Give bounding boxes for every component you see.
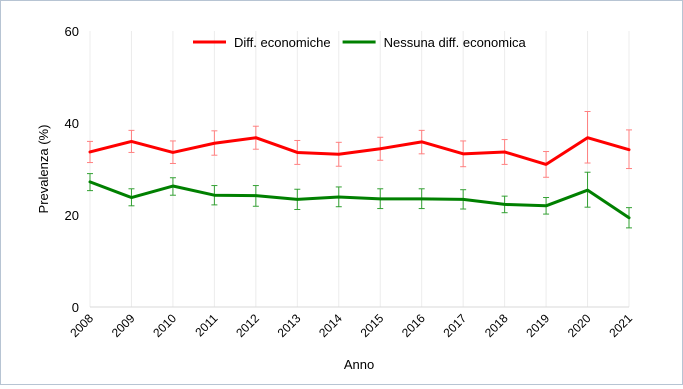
y-tick-label: 0	[72, 300, 79, 315]
y-tick-label: 20	[65, 208, 79, 223]
legend: Diff. economiche Nessuna diff. economica	[193, 35, 526, 50]
y-axis-label: Prevalenza (%)	[36, 125, 51, 214]
x-tick-label: 2011	[192, 311, 220, 339]
y-axis-ticks: 0 20 40 60	[65, 24, 79, 315]
x-tick-label: 2019	[523, 311, 552, 340]
series-line	[88, 180, 631, 220]
x-tick-label: 2008	[67, 311, 96, 340]
x-tick-label: 2017	[440, 311, 469, 340]
x-tick-label: 2016	[399, 311, 428, 340]
x-tick-label: 2018	[482, 311, 511, 340]
y-tick-label: 40	[65, 116, 79, 131]
series-line	[88, 136, 631, 166]
x-tick-label: 2020	[565, 311, 594, 340]
x-tick-label: 2021	[606, 311, 635, 340]
series-layer	[87, 111, 632, 229]
x-tick-label: 2013	[275, 311, 304, 340]
legend-label: Diff. economiche	[234, 35, 331, 50]
legend-label: Nessuna diff. economica	[384, 35, 527, 50]
series-2	[87, 171, 632, 229]
legend-item: Nessuna diff. economica	[342, 35, 527, 50]
x-axis-label: Anno	[344, 357, 374, 372]
x-tick-label: 2014	[316, 311, 345, 340]
x-tick-label: 2015	[358, 311, 387, 340]
x-axis-ticks: 2008 2009 2010 2011 2012 2013 2014 2015 2016 2017…	[67, 311, 635, 340]
x-tick-label: 2010	[150, 311, 179, 340]
x-tick-label: 2012	[233, 311, 262, 340]
x-tick-label: 2009	[109, 311, 138, 340]
grid-lines	[89, 31, 630, 308]
series-1	[87, 111, 632, 178]
y-tick-label: 60	[65, 24, 79, 39]
legend-item: Diff. economiche	[193, 35, 331, 50]
